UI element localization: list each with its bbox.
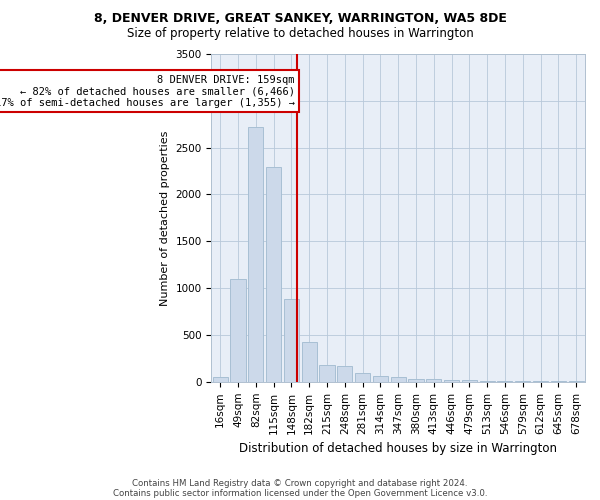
Bar	[479, 381, 495, 382]
Text: 8 DENVER DRIVE: 159sqm
← 82% of detached houses are smaller (6,466)
17% of semi-: 8 DENVER DRIVE: 159sqm ← 82% of detached…	[0, 74, 295, 108]
Bar	[337, 366, 352, 382]
Text: 8, DENVER DRIVE, GREAT SANKEY, WARRINGTON, WA5 8DE: 8, DENVER DRIVE, GREAT SANKEY, WARRINGTO…	[94, 12, 506, 26]
Bar	[409, 378, 424, 382]
Bar	[391, 376, 406, 382]
Bar	[284, 300, 299, 382]
Bar	[319, 366, 335, 382]
Bar	[373, 376, 388, 382]
Bar	[230, 279, 245, 382]
Text: Contains HM Land Registry data © Crown copyright and database right 2024.: Contains HM Land Registry data © Crown c…	[132, 478, 468, 488]
Text: Contains public sector information licensed under the Open Government Licence v3: Contains public sector information licen…	[113, 488, 487, 498]
Bar	[248, 127, 263, 382]
Bar	[426, 378, 442, 382]
Y-axis label: Number of detached properties: Number of detached properties	[160, 130, 170, 306]
X-axis label: Distribution of detached houses by size in Warrington: Distribution of detached houses by size …	[239, 442, 557, 455]
Bar	[462, 380, 477, 382]
Bar	[266, 168, 281, 382]
Bar	[355, 373, 370, 382]
Bar	[444, 380, 459, 382]
Text: Size of property relative to detached houses in Warrington: Size of property relative to detached ho…	[127, 28, 473, 40]
Bar	[213, 376, 228, 382]
Bar	[302, 342, 317, 382]
